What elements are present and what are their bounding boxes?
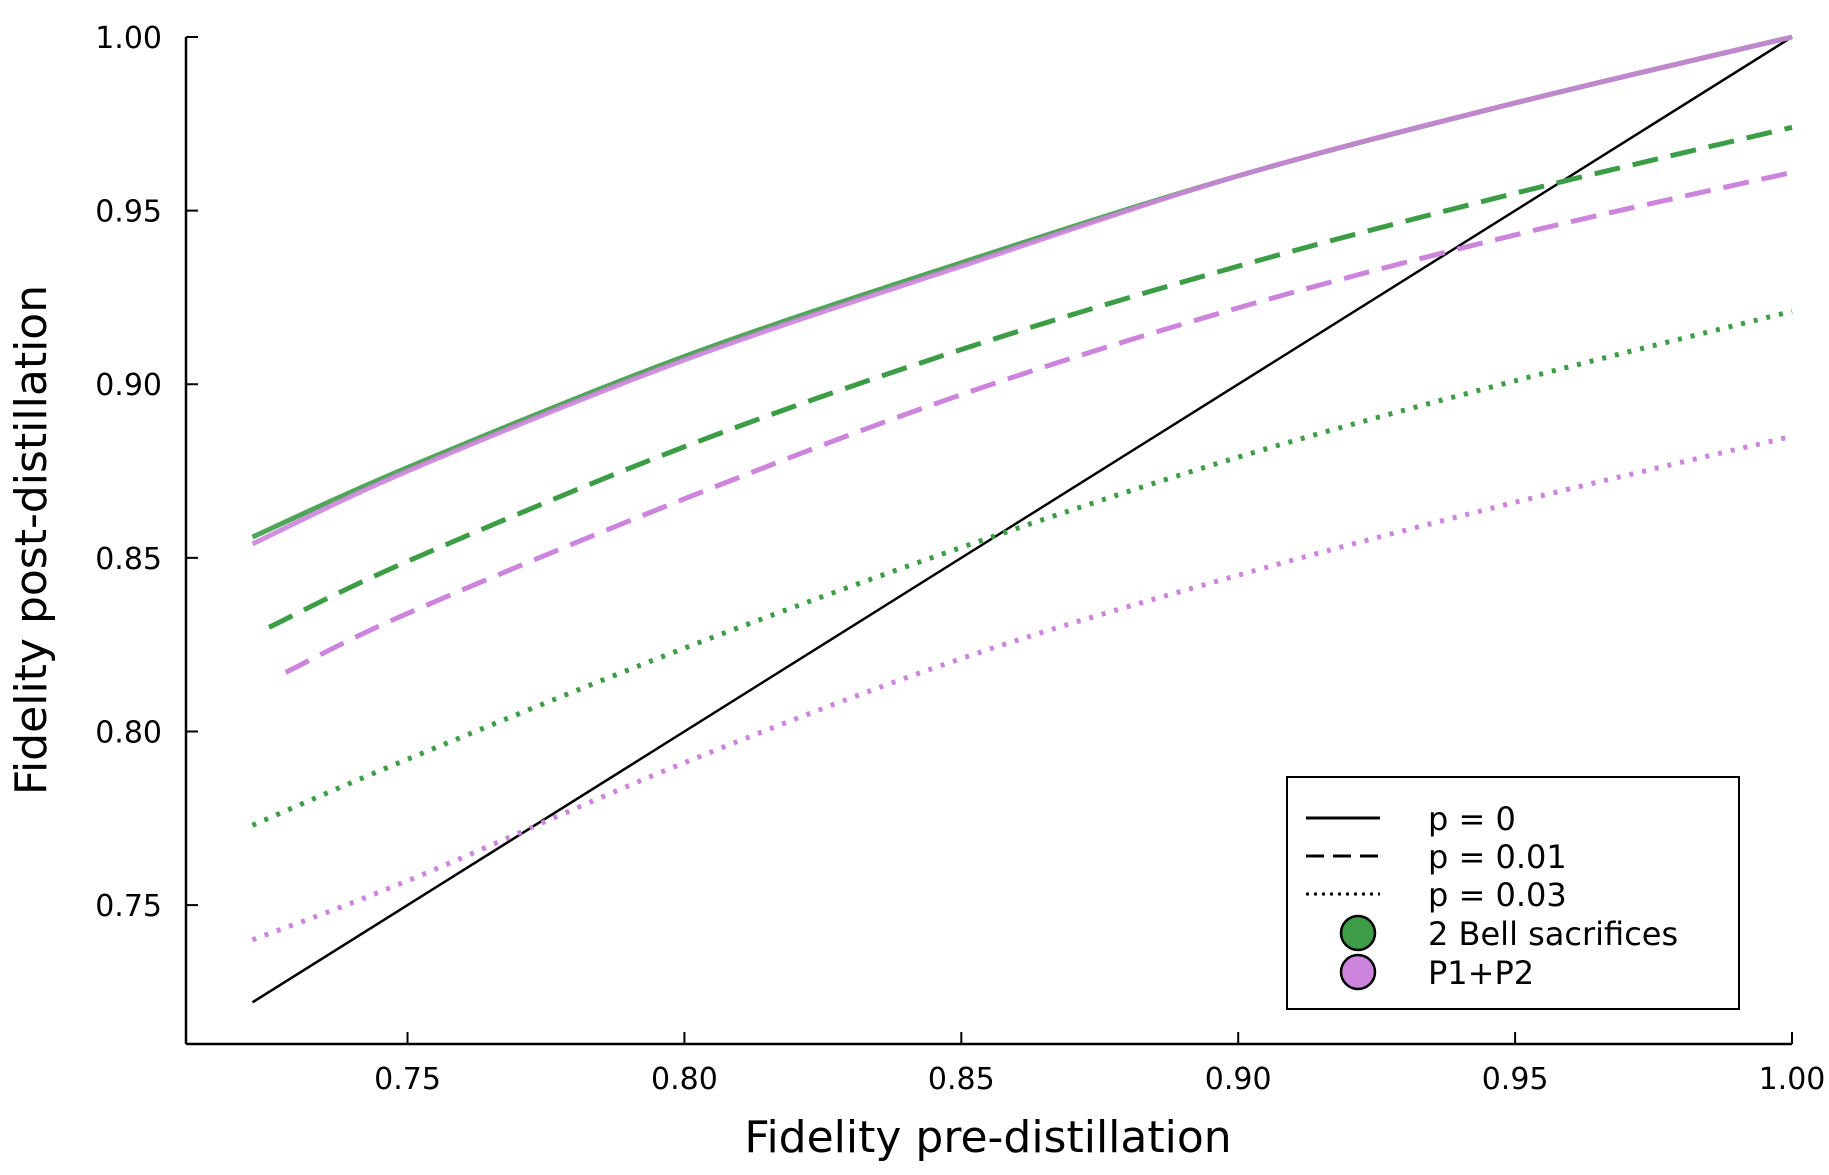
- y-tick-label: 1.00: [95, 21, 162, 56]
- y-axis-title: Fidelity post-distillation: [6, 285, 57, 795]
- legend-label-bell: 2 Bell sacrifices: [1428, 915, 1678, 953]
- series-line-2-bell-sacrifices-p0-01: [267, 124, 1793, 630]
- legend-marker-bell: [1339, 914, 1377, 952]
- y-tick-label: 0.90: [95, 368, 162, 403]
- y-tick-label: 0.85: [95, 542, 162, 577]
- legend-label-p003: p = 0.03: [1428, 876, 1567, 914]
- y-tick-label: 0.95: [95, 195, 162, 230]
- legend-label-p0: p = 0: [1428, 800, 1516, 838]
- axes-layer: [184, 37, 1792, 1046]
- x-axis-title: Fidelity pre-distillation: [744, 1112, 1231, 1163]
- legend-marker-p1p2: [1339, 953, 1377, 991]
- x-tick-label: 0.90: [1205, 1062, 1272, 1097]
- x-tick-label: 0.85: [928, 1062, 995, 1097]
- ticks-layer: 0.75 0.80 0.85 0.90 0.95 1.00 0.75 0.80 0.85 0.90…: [95, 21, 1825, 1097]
- x-tick-label: 0.95: [1482, 1062, 1549, 1097]
- series-line-2-bell-sacrifices-p0-03: [251, 308, 1793, 828]
- x-tick-label: 0.80: [651, 1062, 718, 1097]
- y-tick-label: 0.80: [95, 715, 162, 750]
- series-line-p1-p2-p0: [251, 34, 1793, 547]
- x-tick-label: 0.75: [374, 1062, 441, 1097]
- legend: p = 0 p = 0.01 p = 0.03 2 Bell sacrifice…: [1286, 776, 1740, 1010]
- series-line-reference-p0: [251, 35, 1793, 1004]
- series-layer: [251, 34, 1793, 1004]
- legend-label-p001: p = 0.01: [1428, 838, 1567, 876]
- x-tick-label: 1.00: [1759, 1062, 1826, 1097]
- series-line-p1-p2-p0-01: [284, 169, 1793, 675]
- legend-label-p1p2: P1+P2: [1428, 954, 1534, 992]
- y-tick-label: 0.75: [95, 889, 162, 924]
